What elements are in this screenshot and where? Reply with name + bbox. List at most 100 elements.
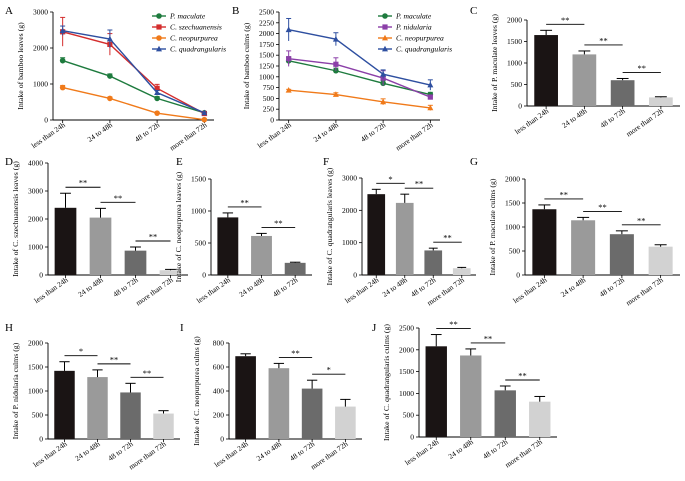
x-tick-label: less than 24h [30,120,67,150]
y-tick-label: 2000 [259,29,274,38]
panel-label-E: E [176,156,183,168]
y-tick-label: 250 [263,105,275,114]
bar [649,97,673,106]
y-axis-label: Intake of bamboo culms (g) [242,22,251,109]
data-point [286,56,292,62]
y-axis-label: Intake of P. nidularia culms (g) [11,342,20,439]
significance-bracket: ** [100,193,136,203]
significance-label: ** [443,233,452,243]
significance-bracket: ** [583,202,622,212]
data-point [107,95,113,102]
data-point [156,24,162,30]
y-tick-label: 2500 [399,324,414,333]
legend-entry: C. neopurpurea [378,34,444,43]
significance-label: ** [518,370,527,380]
x-tick-label: more than 72h [624,106,665,138]
data-point [154,110,160,116]
bar [571,220,596,275]
y-tick-label: 1000 [33,80,48,89]
y-tick-label: 3000 [28,187,43,196]
panel-label-C: C [470,5,477,17]
y-tick-label: 200 [213,411,225,420]
y-axis-label: Intake of bamboo leaves (g) [16,22,25,110]
x-tick-label: more than 72h [127,439,168,471]
significance-label: ** [240,197,249,207]
significance-bracket: * [64,346,98,356]
series-path [288,89,431,109]
significance-label: ** [561,15,570,25]
y-tick-label: 0 [39,435,43,444]
significance-label: ** [114,193,123,203]
bar [87,377,108,439]
data-point [156,35,162,41]
data-point [59,57,66,64]
y-tick-label: 750 [263,83,275,92]
bar [425,346,447,437]
series-path [62,30,205,114]
significance-label: ** [143,368,152,378]
x-tick-label: less than 24h [343,275,380,305]
bar [494,390,516,437]
legend-label: C. szechuanensis [170,23,222,32]
y-axis-label: Intake of C. szechuanensis leaves (g) [11,161,20,277]
y-tick-label: 500 [263,94,275,103]
y-tick-label: 0 [353,271,357,280]
y-tick-label: 1500 [399,367,414,376]
x-tick-label: 48 to 72h [359,120,388,144]
data-point [201,116,208,123]
data-point [382,34,388,41]
bar [54,207,77,275]
bar [648,246,673,275]
x-tick-label: 48 to 72h [133,120,162,144]
y-tick-label: 1500 [259,51,274,60]
panel-label-F: F [323,156,329,168]
significance-label: ** [599,35,608,45]
x-tick-label: more than 72h [134,275,175,307]
series-path [288,60,431,96]
data-point [382,45,388,52]
data-point [382,24,388,30]
significance-label: ** [79,178,88,188]
significance-label: * [388,174,392,184]
x-tick-label: more than 72h [503,437,544,469]
panel-label-D: D [5,156,13,168]
bar [159,270,182,275]
series-path [288,29,431,86]
y-tick-label: 1250 [259,62,274,71]
significance-bracket: ** [622,63,661,73]
bar [251,235,272,275]
y-tick-label: 2000 [507,16,522,25]
y-tick-label: 400 [213,387,225,396]
bar-chart-G: 0 500 1000 1500 2000 Intake of P. maculate cu… [488,175,680,307]
x-tick-label: 24 to 48h [447,437,476,461]
data-point [59,27,66,34]
significance-bracket: ** [546,15,585,25]
y-tick-label: 2000 [342,206,357,215]
data-point [380,71,387,77]
x-tick-label: less than 24h [256,120,293,150]
bar [235,356,256,439]
y-tick-label: 500 [509,247,521,256]
y-tick-label: 1000 [505,223,520,232]
y-tick-label: 1000 [28,243,43,252]
bar [120,392,141,439]
data-point [382,13,388,19]
legend-entry: C. neopurpurea [152,34,218,43]
significance-bracket: ** [621,215,661,225]
y-tick-label: 0 [220,435,224,444]
y-tick-label: 0 [518,102,522,111]
bar [452,268,471,275]
x-tick-label: more than 72h [309,439,350,471]
x-tick-label: less than 24h [31,439,68,469]
significance-bracket: ** [544,189,584,199]
bar [529,401,551,437]
x-tick-label: 48 to 72h [598,106,627,130]
data-point [106,35,113,42]
x-tick-label: less than 24h [213,439,250,469]
series-line [285,86,434,111]
significance-bracket: ** [261,218,296,228]
legend-label: P. maculate [395,12,432,21]
x-tick-label: less than 24h [511,275,548,305]
